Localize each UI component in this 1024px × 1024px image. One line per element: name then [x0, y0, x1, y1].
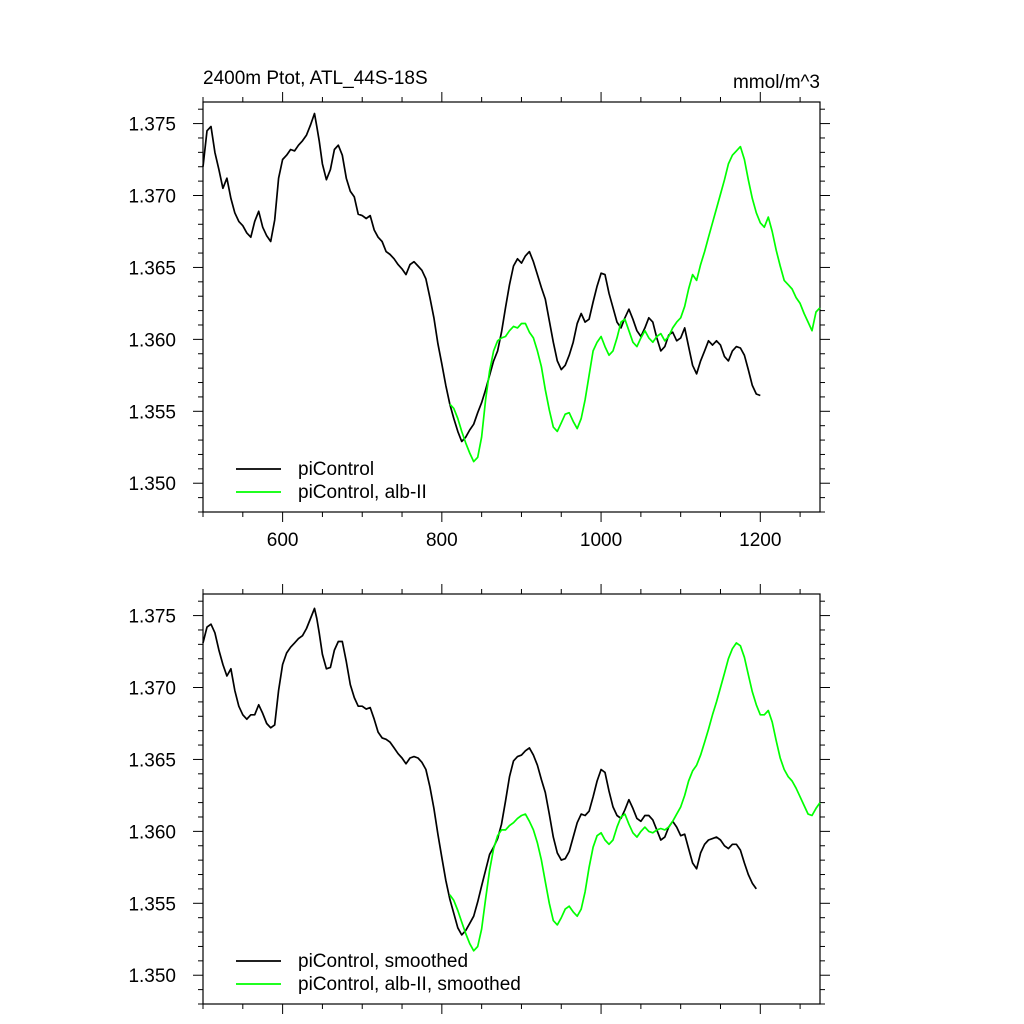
y-tick-label: 1.350: [128, 966, 176, 987]
legend-label: piControl, alb-II, smoothed: [298, 974, 521, 995]
y-tick-label: 1.355: [128, 402, 176, 423]
x-tick-label: 800: [426, 530, 458, 551]
plot-frame: [202, 593, 821, 1005]
series-line: [449, 145, 821, 463]
y-tick-label: 1.375: [128, 607, 176, 628]
y-tick-label: 1.360: [128, 330, 176, 351]
y-tick-label: 1.365: [128, 750, 176, 771]
series-line: [449, 642, 821, 952]
y-tick-label: 1.350: [128, 474, 176, 495]
x-tick-label: 600: [267, 530, 299, 551]
y-tick-label: 1.360: [128, 822, 176, 843]
plot-frame: [202, 101, 821, 513]
legend-label: piControl, alb-II: [298, 482, 427, 503]
figure-title: 2400m Ptot, ATL_44S-18S: [203, 68, 428, 89]
series-line: [202, 112, 761, 443]
bottom-panel-smoothed-series: 1.350 1.355 1.360 1.365 1.370 1.375 piControl,…: [128, 584, 830, 1014]
y-tick-label: 1.355: [128, 894, 176, 915]
series-line: [202, 607, 757, 936]
y-tick-label: 1.370: [128, 679, 176, 700]
x-tick-label: 1000: [580, 530, 622, 551]
units-label: mmol/m^3: [733, 72, 820, 93]
legend-label: piControl, smoothed: [298, 951, 468, 972]
y-tick-label: 1.375: [128, 115, 176, 136]
top-panel-raw-series: 600 800 1000 1200 1.350 1.355 1.360 1.365 1.370 1…: [128, 92, 830, 551]
x-tick-label: 1200: [739, 530, 781, 551]
y-tick-label: 1.370: [128, 187, 176, 208]
legend-label: piControl: [298, 459, 374, 480]
y-tick-label: 1.365: [128, 258, 176, 279]
